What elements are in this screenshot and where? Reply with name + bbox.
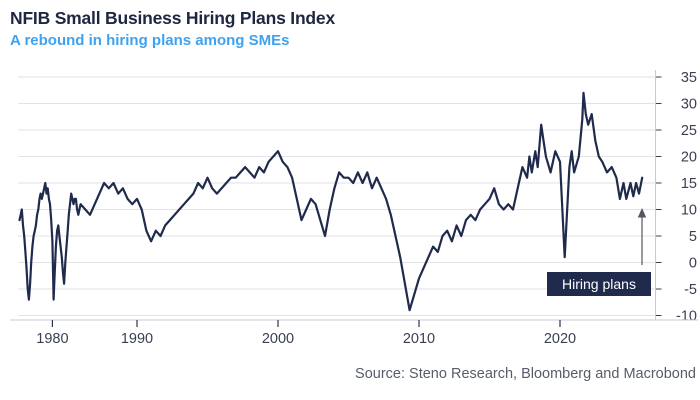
hiring-plans-annotation: Hiring plans [547, 272, 651, 296]
y-tick-label: -5 [684, 282, 697, 298]
annotation-arrowhead [637, 208, 647, 218]
x-tick-label: 1990 [121, 331, 153, 347]
y-tick-label: 15 [681, 176, 697, 192]
x-tick-label: 2020 [544, 331, 576, 347]
y-tick-label: 5 [689, 229, 697, 245]
x-tick-label: 2010 [403, 331, 435, 347]
x-tick-label: 2000 [262, 331, 294, 347]
source-note: Source: Steno Research, Bloomberg and Ma… [355, 366, 696, 382]
y-tick-label: 10 [681, 203, 697, 219]
chart-canvas: 35 30 25 20 15 10 5 0 -5 -10 1980 1990 2000 2010 2020 [10, 70, 698, 347]
x-tick-label: 1980 [36, 331, 68, 347]
y-tick-label: -10 [676, 309, 697, 325]
chart-subtitle: A rebound in hiring plans among SMEs [10, 32, 290, 49]
series-line [18, 91, 644, 312]
y-tick-label: 35 [681, 70, 697, 86]
y-tick-label: 20 [681, 150, 697, 166]
chart-title: NFIB Small Business Hiring Plans Index [10, 8, 335, 28]
y-tick-label: 30 [681, 97, 697, 113]
y-tick-label: 0 [689, 256, 697, 272]
y-tick-label: 25 [681, 123, 697, 139]
